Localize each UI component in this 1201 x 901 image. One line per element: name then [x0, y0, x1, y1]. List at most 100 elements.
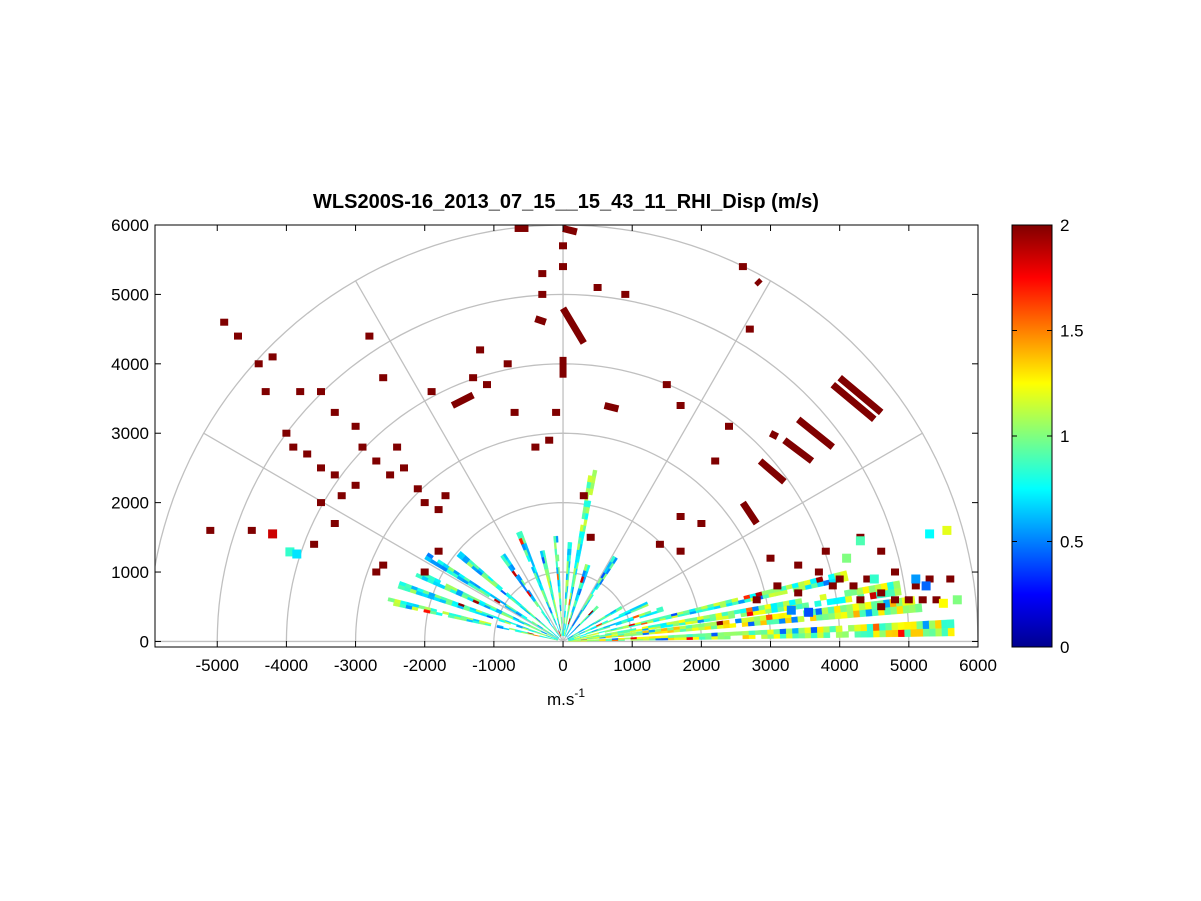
saturated-cell-21 — [330, 520, 339, 527]
band-cell — [710, 621, 718, 627]
band-cell — [767, 629, 775, 635]
band-cell — [844, 595, 853, 603]
saturated-cell-76 — [752, 596, 761, 604]
scan-band-14 — [516, 530, 562, 637]
band-cell — [866, 623, 874, 632]
band-cell — [772, 613, 780, 620]
band-cell — [565, 579, 568, 587]
saturated-cell-10 — [337, 492, 346, 500]
band-cell — [686, 633, 694, 638]
band-cell — [711, 635, 719, 640]
isolated-cell-8 — [921, 581, 931, 591]
colorbar-tick-label: 0 — [1060, 638, 1069, 657]
band-cell — [553, 535, 557, 543]
saturated-cell-14 — [386, 471, 395, 479]
band-cell — [815, 576, 824, 583]
band-cell — [862, 586, 870, 594]
band-cell — [698, 636, 706, 640]
colorbar: 0 0.5 1 1.5 2 — [1011, 216, 1084, 657]
band-cell — [656, 606, 664, 612]
band-cell — [767, 633, 775, 639]
saturated-cell-20 — [317, 499, 325, 507]
saturated-cell-17 — [420, 499, 429, 507]
scan-band-20 — [387, 597, 559, 641]
band-cell — [815, 607, 823, 615]
axis-ticks: -5000 -4000 -3000 -2000 -1000 0 1000 2000 3000 40… — [111, 216, 997, 675]
band-cell — [772, 618, 780, 625]
band-cell — [823, 631, 831, 639]
band-cell — [885, 622, 893, 631]
band-cell — [817, 632, 824, 639]
scan-band-19 — [397, 581, 558, 640]
saturated-cell-36 — [538, 270, 547, 278]
saturated-cell-46 — [697, 520, 706, 527]
band-cell — [540, 611, 546, 618]
band-cell — [698, 633, 706, 637]
saturated-cell-22 — [310, 540, 319, 548]
band-cell — [788, 599, 797, 606]
saturated-cell-23 — [247, 526, 256, 534]
y-tick-label: 5000 — [111, 285, 149, 304]
band-cell — [754, 630, 762, 635]
band-cell — [785, 628, 793, 634]
band-cell — [717, 632, 725, 637]
saturated-cell-16 — [413, 485, 422, 493]
saturated-cell-34 — [372, 568, 381, 576]
band-cell — [941, 619, 949, 629]
band-cell — [605, 638, 613, 641]
radar-data — [206, 225, 962, 642]
isolated-cell-11 — [869, 574, 879, 584]
band-cell — [759, 615, 767, 621]
band-cell — [496, 625, 504, 629]
band-cell — [424, 555, 432, 563]
band-cell — [904, 629, 912, 637]
saturated-cell-42 — [662, 381, 671, 389]
saturated-segment-0 — [837, 375, 884, 416]
scan-band-1 — [568, 596, 923, 642]
band-cell — [935, 627, 943, 637]
x-tick-label: -2000 — [403, 656, 446, 675]
saturated-cell-52 — [766, 554, 775, 562]
band-cell — [792, 632, 800, 639]
scan-band-15 — [500, 553, 561, 638]
band-cell — [601, 620, 609, 625]
band-cell — [903, 621, 911, 630]
saturated-cell-6 — [289, 443, 298, 451]
isolated-cell-3 — [842, 553, 852, 563]
band-cell — [558, 630, 562, 637]
band-cell — [567, 542, 571, 549]
band-cell — [530, 566, 536, 574]
band-cell — [860, 630, 868, 638]
band-cell — [566, 567, 569, 574]
grid-spoke-4 — [354, 280, 564, 642]
saturated-segment-3 — [782, 437, 815, 464]
scan-band-4 — [568, 606, 664, 641]
band-cell — [565, 585, 568, 593]
saturated-segment-2 — [795, 416, 835, 450]
saturated-cell-59 — [891, 596, 899, 604]
band-cell — [916, 621, 924, 630]
band-cell — [865, 608, 873, 617]
scan-band-0 — [568, 619, 955, 642]
band-cell — [764, 603, 772, 610]
band-cell — [810, 632, 818, 639]
band-cell — [739, 608, 748, 614]
band-cell — [782, 600, 791, 607]
band-cell — [776, 601, 784, 608]
colorbar-tick-label: 1 — [1060, 427, 1069, 446]
band-cell — [705, 632, 712, 637]
band-cell — [846, 610, 855, 619]
band-cell — [567, 548, 570, 556]
band-cell — [747, 616, 755, 623]
saturated-segment-9 — [534, 315, 547, 326]
saturated-cell-87 — [393, 443, 402, 451]
saturated-cell-85 — [351, 422, 360, 430]
band-cell — [566, 554, 570, 562]
saturated-cell-72 — [856, 596, 865, 604]
band-cell — [885, 629, 893, 638]
band-cell — [891, 622, 899, 631]
band-cell — [691, 623, 699, 629]
band-cell — [872, 623, 880, 631]
band-cell — [516, 625, 523, 629]
